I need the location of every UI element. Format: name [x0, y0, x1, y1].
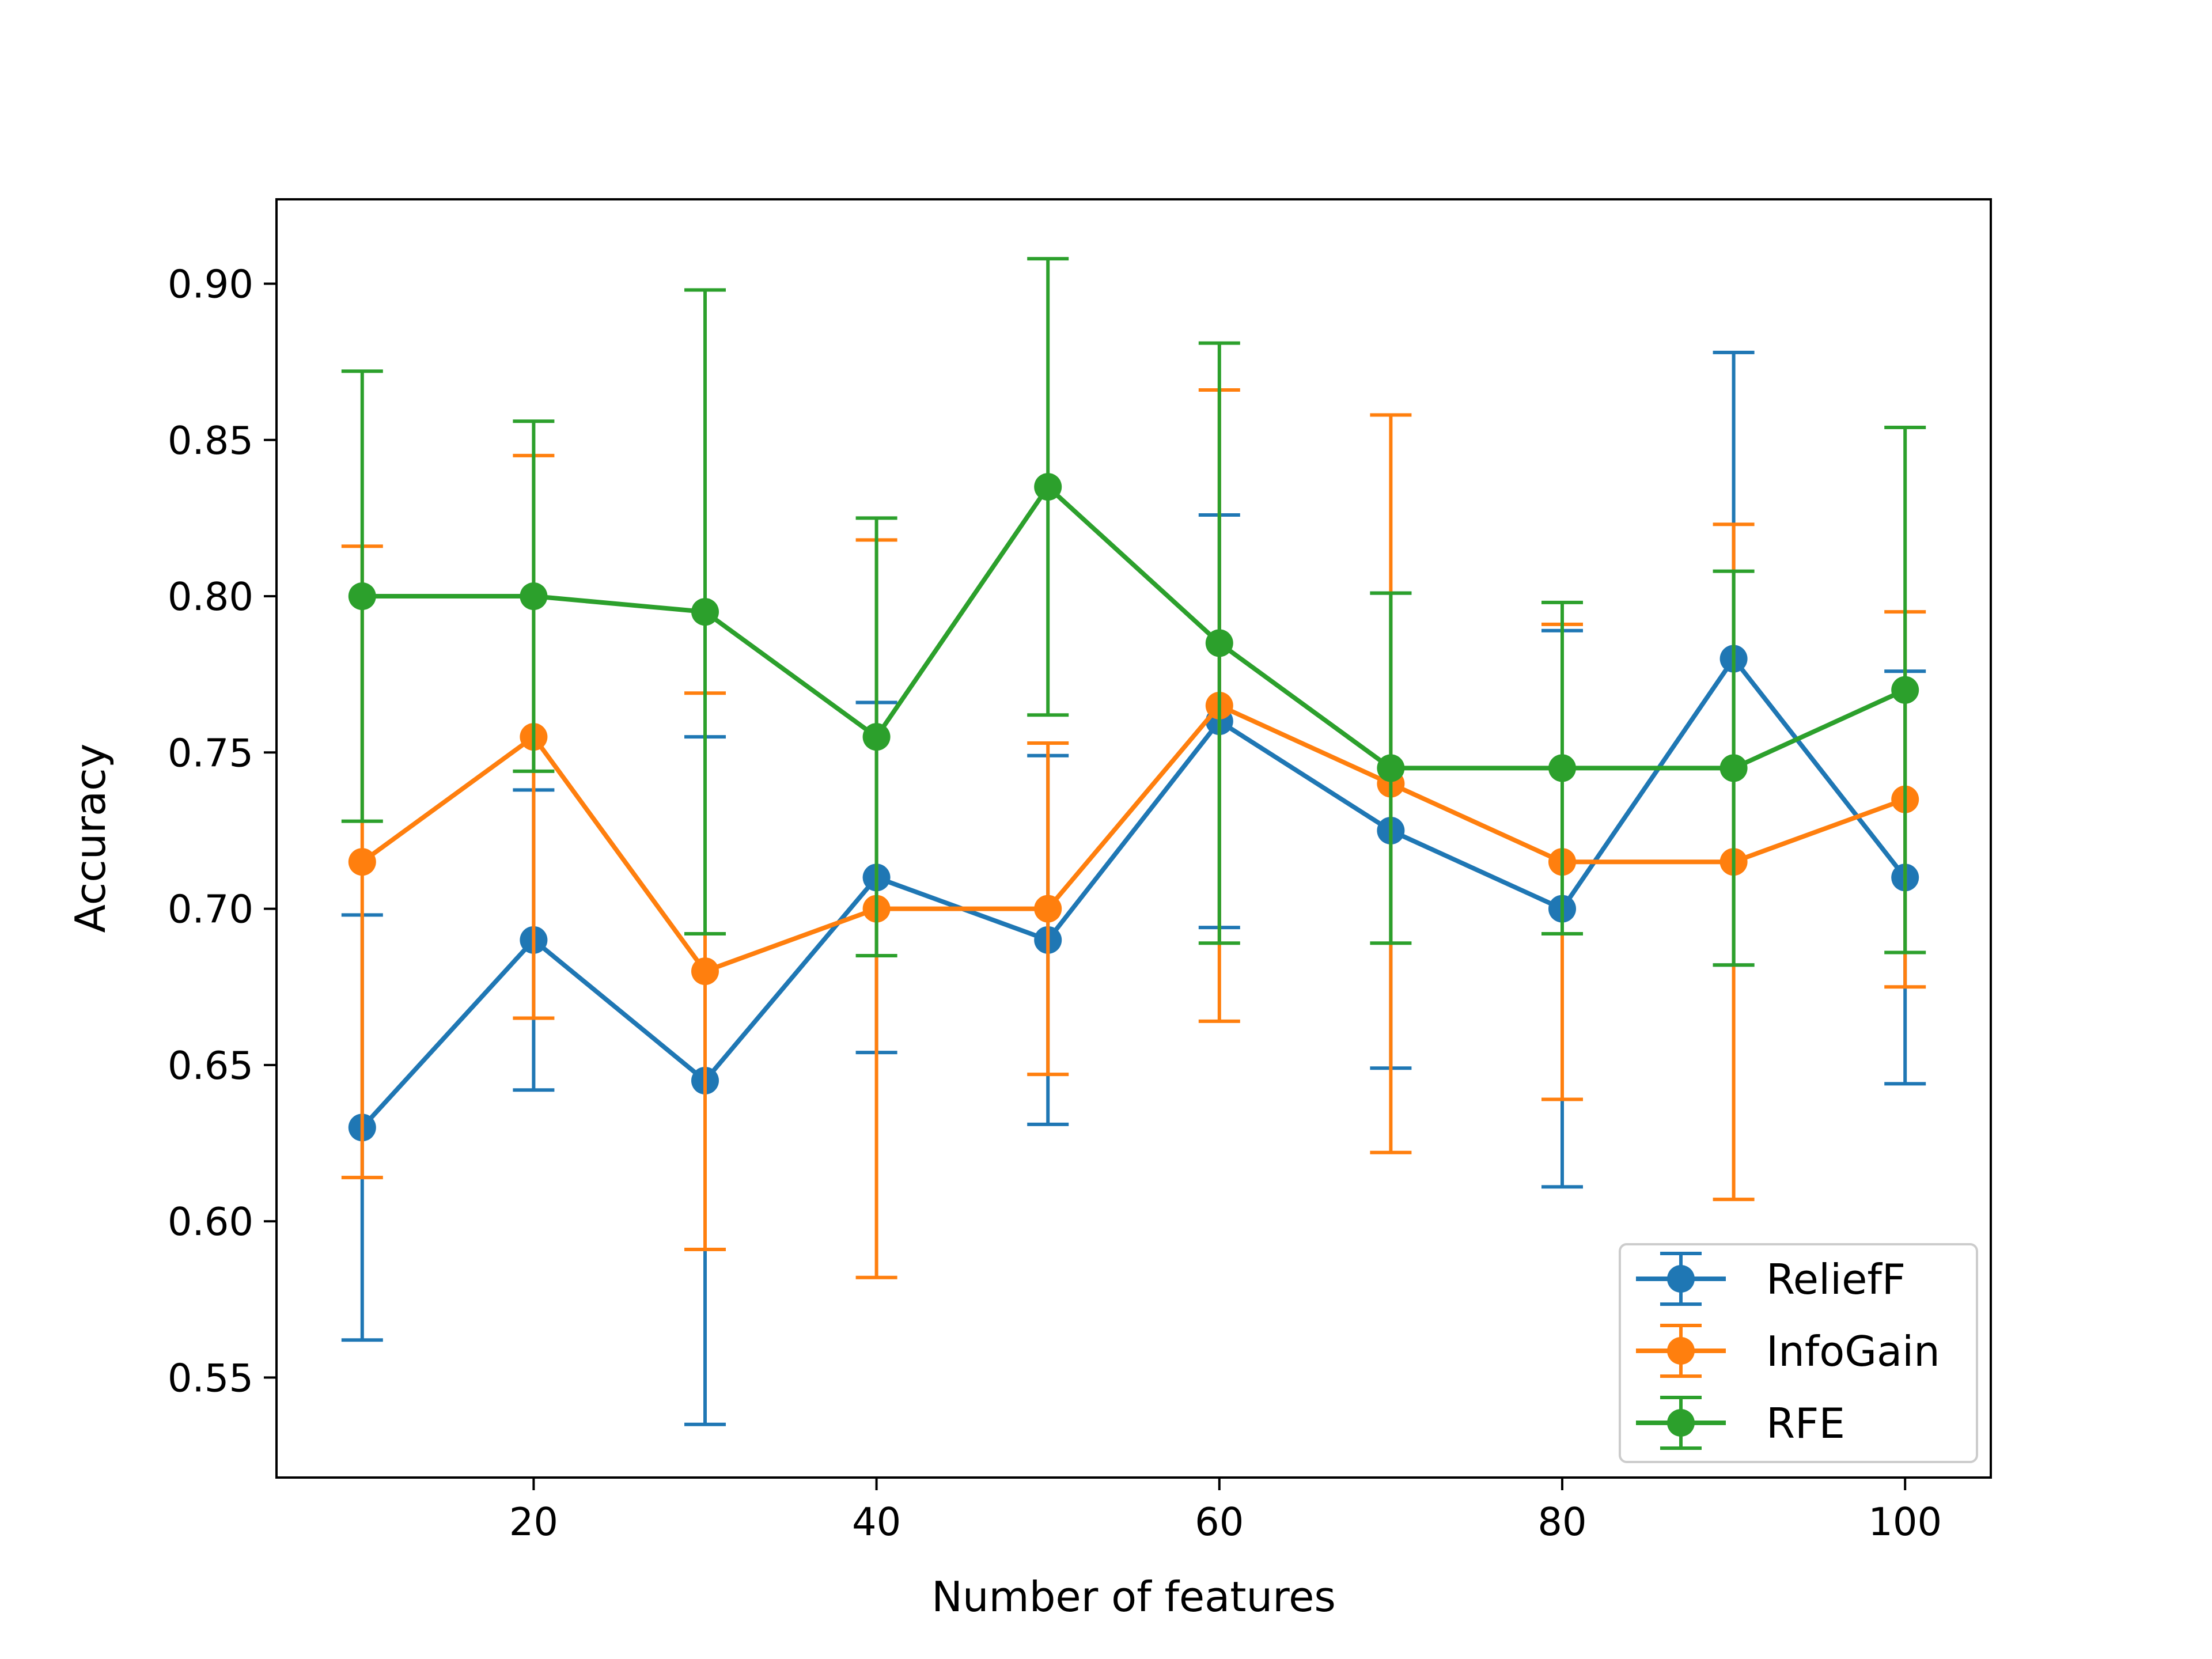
data-point [1205, 629, 1233, 657]
y-tick-label: 0.80 [168, 574, 253, 619]
x-tick-label: 40 [852, 1499, 901, 1544]
legend-label: RFE [1766, 1399, 1845, 1448]
data-point [1377, 754, 1405, 782]
data-point [1548, 754, 1576, 782]
series-line [360, 656, 1907, 1130]
x-tick-label: 100 [1868, 1499, 1942, 1544]
y-axis-label: Accuracy [66, 744, 115, 933]
legend-entry-infogain: InfoGain [1636, 1324, 1940, 1378]
data-point [1034, 895, 1062, 923]
data-point [1891, 676, 1919, 704]
series-line [361, 703, 1906, 974]
legend-entry-rfe: RFE [1636, 1396, 1845, 1450]
y-tick-label: 0.85 [168, 418, 253, 463]
x-tick-label: 80 [1537, 1499, 1586, 1544]
legend-marker [1667, 1265, 1695, 1293]
y-tick-label: 0.65 [168, 1043, 253, 1088]
x-axis-label: Number of features [931, 1573, 1336, 1621]
y-tick-label: 0.75 [168, 730, 253, 775]
plot-frame [275, 198, 1992, 1479]
data-point [691, 598, 719, 626]
data-point [691, 957, 719, 986]
x-tick-label: 60 [1195, 1499, 1244, 1544]
series-rfe [341, 257, 1926, 967]
y-tick-label: 0.90 [168, 262, 253, 306]
legend-marker [1667, 1409, 1695, 1437]
legend-label: ReliefF [1766, 1255, 1906, 1304]
data-point [1034, 473, 1062, 501]
legend-box [1619, 1243, 1978, 1463]
x-tick-label: 20 [509, 1499, 558, 1544]
legend-label: InfoGain [1766, 1327, 1940, 1376]
data-point [348, 848, 376, 876]
legend-marker [1667, 1337, 1695, 1365]
data-point [862, 723, 891, 751]
y-tick-label: 0.70 [168, 887, 253, 932]
y-tick-label: 0.60 [168, 1199, 253, 1244]
data-point [520, 582, 548, 611]
data-point [348, 582, 376, 611]
y-axis-ticks: 0.55 0.60 0.65 0.70 0.75 0.80 0.85 0.90 [168, 262, 276, 1400]
legend: ReliefF InfoGain RFE [1619, 1243, 1978, 1463]
plot-layer [341, 257, 1926, 1426]
x-axis-ticks: 20 40 60 80 100 [509, 1478, 1942, 1544]
y-tick-label: 0.55 [168, 1355, 253, 1400]
series-line [362, 484, 1906, 771]
data-point [1719, 754, 1748, 782]
legend-entry-relieff: ReliefF [1636, 1252, 1906, 1306]
